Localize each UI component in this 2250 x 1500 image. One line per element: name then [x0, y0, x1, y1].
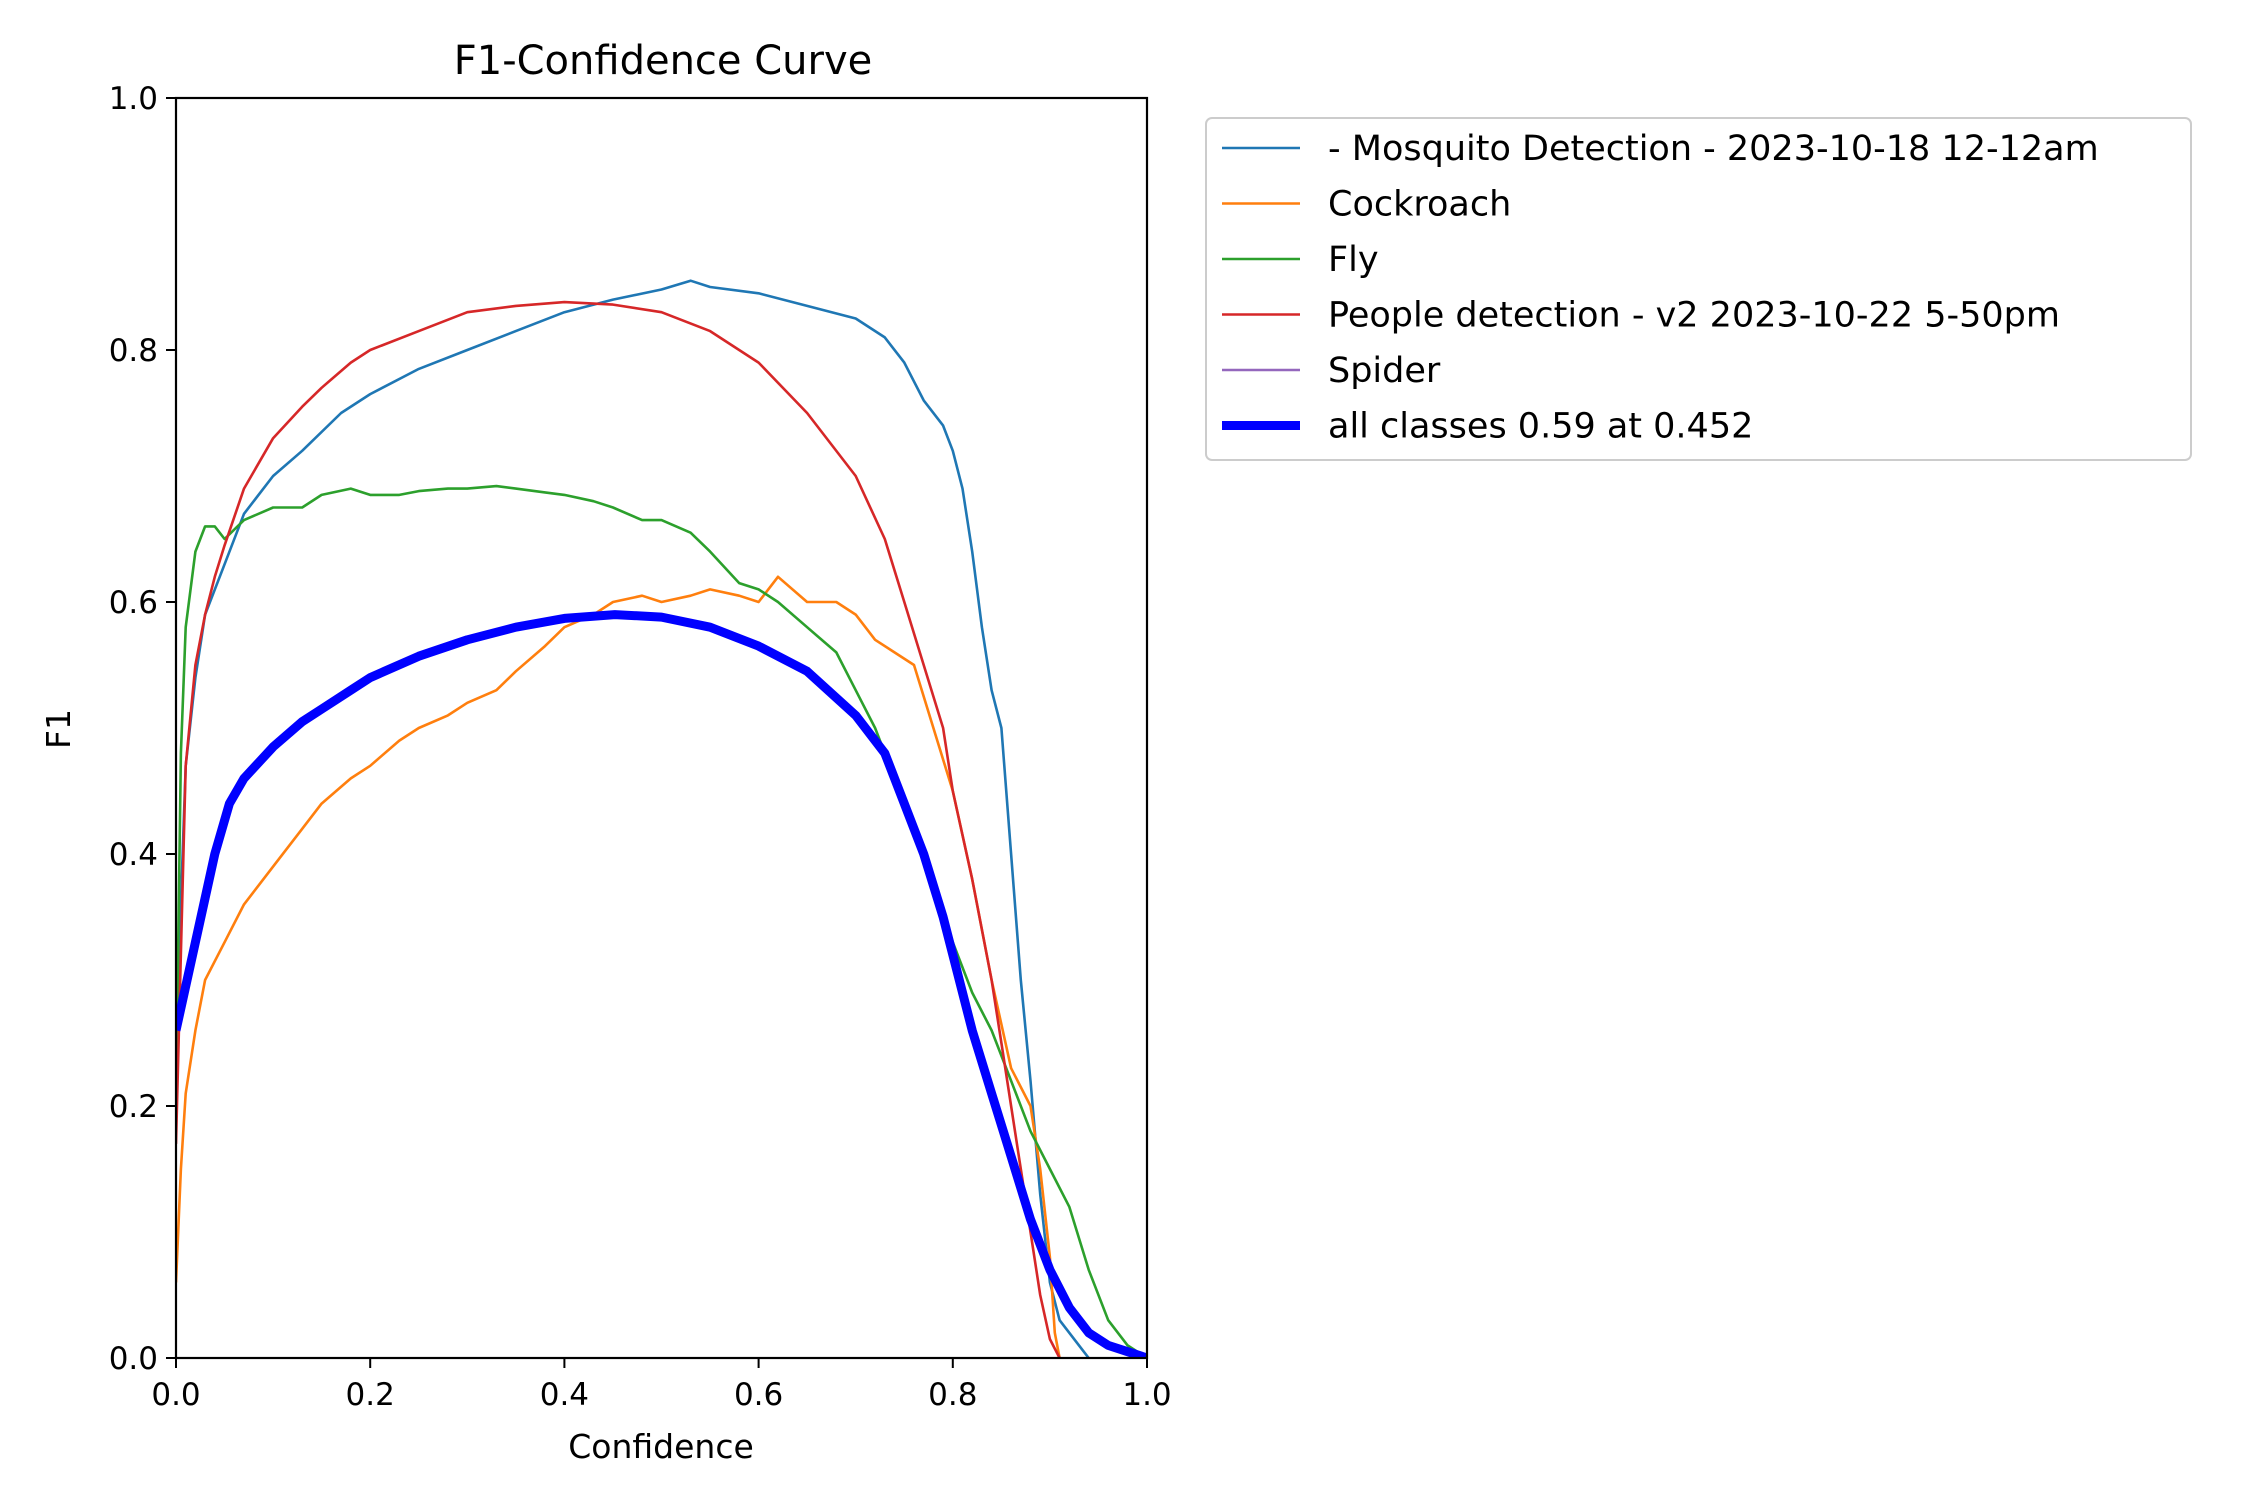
chart-title: F1-Confidence Curve: [454, 38, 873, 84]
y-tick-label: 0.0: [109, 1341, 158, 1377]
legend-label-2: Fly: [1328, 240, 1379, 280]
legend-label-0: - Mosquito Detection - 2023-10-18 12-12a…: [1328, 129, 2099, 169]
legend-label-1: Cockroach: [1328, 185, 1511, 225]
x-tick-label: 0.4: [540, 1377, 589, 1413]
x-tick-label: 0.8: [928, 1377, 977, 1413]
y-tick-label: 1.0: [109, 81, 158, 117]
x-tick-label: 0.2: [346, 1377, 395, 1413]
plot-area-frame: [174, 96, 1149, 1360]
legend-label-3: People detection - v2 2023-10-22 5-50pm: [1328, 296, 2060, 336]
legend-box: [1205, 117, 2192, 461]
legend-label-4: Spider: [1328, 351, 1441, 391]
y-tick-label: 0.6: [109, 585, 158, 621]
series-line-1: [176, 575, 1061, 1358]
series-line-2: [176, 484, 1147, 1358]
y-axis-label: F1: [39, 709, 78, 749]
x-axis-label: Confidence: [568, 1427, 754, 1466]
y-tick-label: 0.8: [109, 333, 158, 369]
legend: - Mosquito Detection - 2023-10-18 12-12a…: [1205, 117, 2192, 461]
x-tick-label: 0.0: [151, 1377, 200, 1413]
series-line-5: [176, 610, 1147, 1358]
y-tick-label: 0.2: [109, 1089, 158, 1125]
series-line-0: [176, 279, 1090, 1358]
x-tick-label: 1.0: [1122, 1377, 1171, 1413]
x-tick-label: 0.6: [734, 1377, 783, 1413]
series-line-3: [176, 300, 1061, 1358]
y-tick-label: 0.4: [109, 837, 158, 873]
legend-label-5: all classes 0.59 at 0.452: [1328, 407, 1753, 447]
